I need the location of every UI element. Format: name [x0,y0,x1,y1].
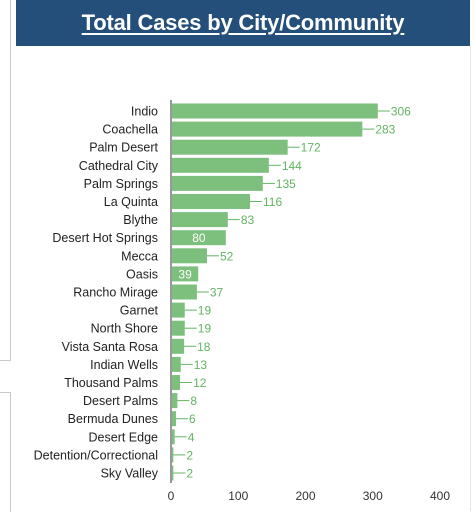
left-panel-frame [0,0,11,361]
data-label: 4 [188,430,195,444]
category-label: Bermuda Dunes [68,412,158,426]
x-tick-label: 0 [168,489,175,503]
category-label: Sky Valley [101,467,159,481]
bar [172,411,177,427]
data-label: 12 [193,376,207,390]
bar [172,465,174,481]
data-label: 80 [192,231,206,245]
data-label: 144 [282,159,302,173]
category-label: Palm Desert [89,141,158,155]
x-tick-label: 400 [430,489,450,503]
bar [172,121,363,137]
data-label: 306 [391,105,411,119]
category-label: Desert Edge [89,430,159,444]
data-label: 19 [198,322,212,336]
bar [172,212,228,228]
category-label: Cathedral City [79,159,159,173]
bar [172,447,174,463]
bar [172,103,378,119]
bar [172,393,178,409]
bar [172,194,251,209]
bar [172,429,175,445]
bar [172,302,185,318]
data-label: 135 [276,177,296,191]
chart-header: Total Cases by City/Community [16,0,470,46]
bar [172,175,263,191]
chart-panel [16,46,471,511]
category-label: Blythe [123,213,158,227]
data-label: 116 [263,195,282,209]
category-label: Detention/Correctional [34,448,158,462]
category-label: Indio [131,105,158,119]
category-label: Rancho Mirage [73,286,158,300]
category-label: North Shore [91,322,158,336]
bar [172,284,197,300]
bar [172,375,181,390]
bar [172,266,199,282]
data-label: 18 [197,340,211,354]
x-tick-label: 300 [363,489,383,503]
x-tick-label: 100 [228,489,248,503]
category-label: Vista Santa Rosa [62,340,158,354]
category-label: Garnet [120,304,159,318]
data-label: 6 [189,412,196,426]
chart-title: Total Cases by City/Community [81,10,405,35]
bar [172,356,181,372]
bar [172,338,185,354]
category-label: Coachella [102,123,158,137]
data-label: 8 [190,394,197,408]
bar [172,157,269,173]
category-label: Mecca [121,249,158,263]
bar [172,248,207,264]
category-label: Desert Palms [83,394,158,408]
category-label: Indian Wells [90,358,158,372]
data-label: 52 [220,249,234,263]
category-label: Oasis [126,267,158,281]
data-label: 2 [186,448,193,462]
left-panel-frame-lower [0,392,11,512]
category-label: Thousand Palms [64,376,158,390]
data-label: 13 [194,358,208,372]
data-label: 283 [375,123,395,137]
data-label: 39 [178,267,192,281]
bar [172,139,288,155]
x-tick-label: 200 [295,489,315,503]
category-label: Desert Hot Springs [52,231,158,245]
data-label: 2 [186,467,193,481]
data-label: 19 [198,304,212,318]
data-label: 172 [301,141,321,155]
data-label: 37 [210,286,224,300]
data-label: 83 [241,213,255,227]
bar [172,230,226,246]
bar [172,320,185,336]
category-label: Palm Springs [84,177,158,191]
category-label: La Quinta [104,195,158,209]
